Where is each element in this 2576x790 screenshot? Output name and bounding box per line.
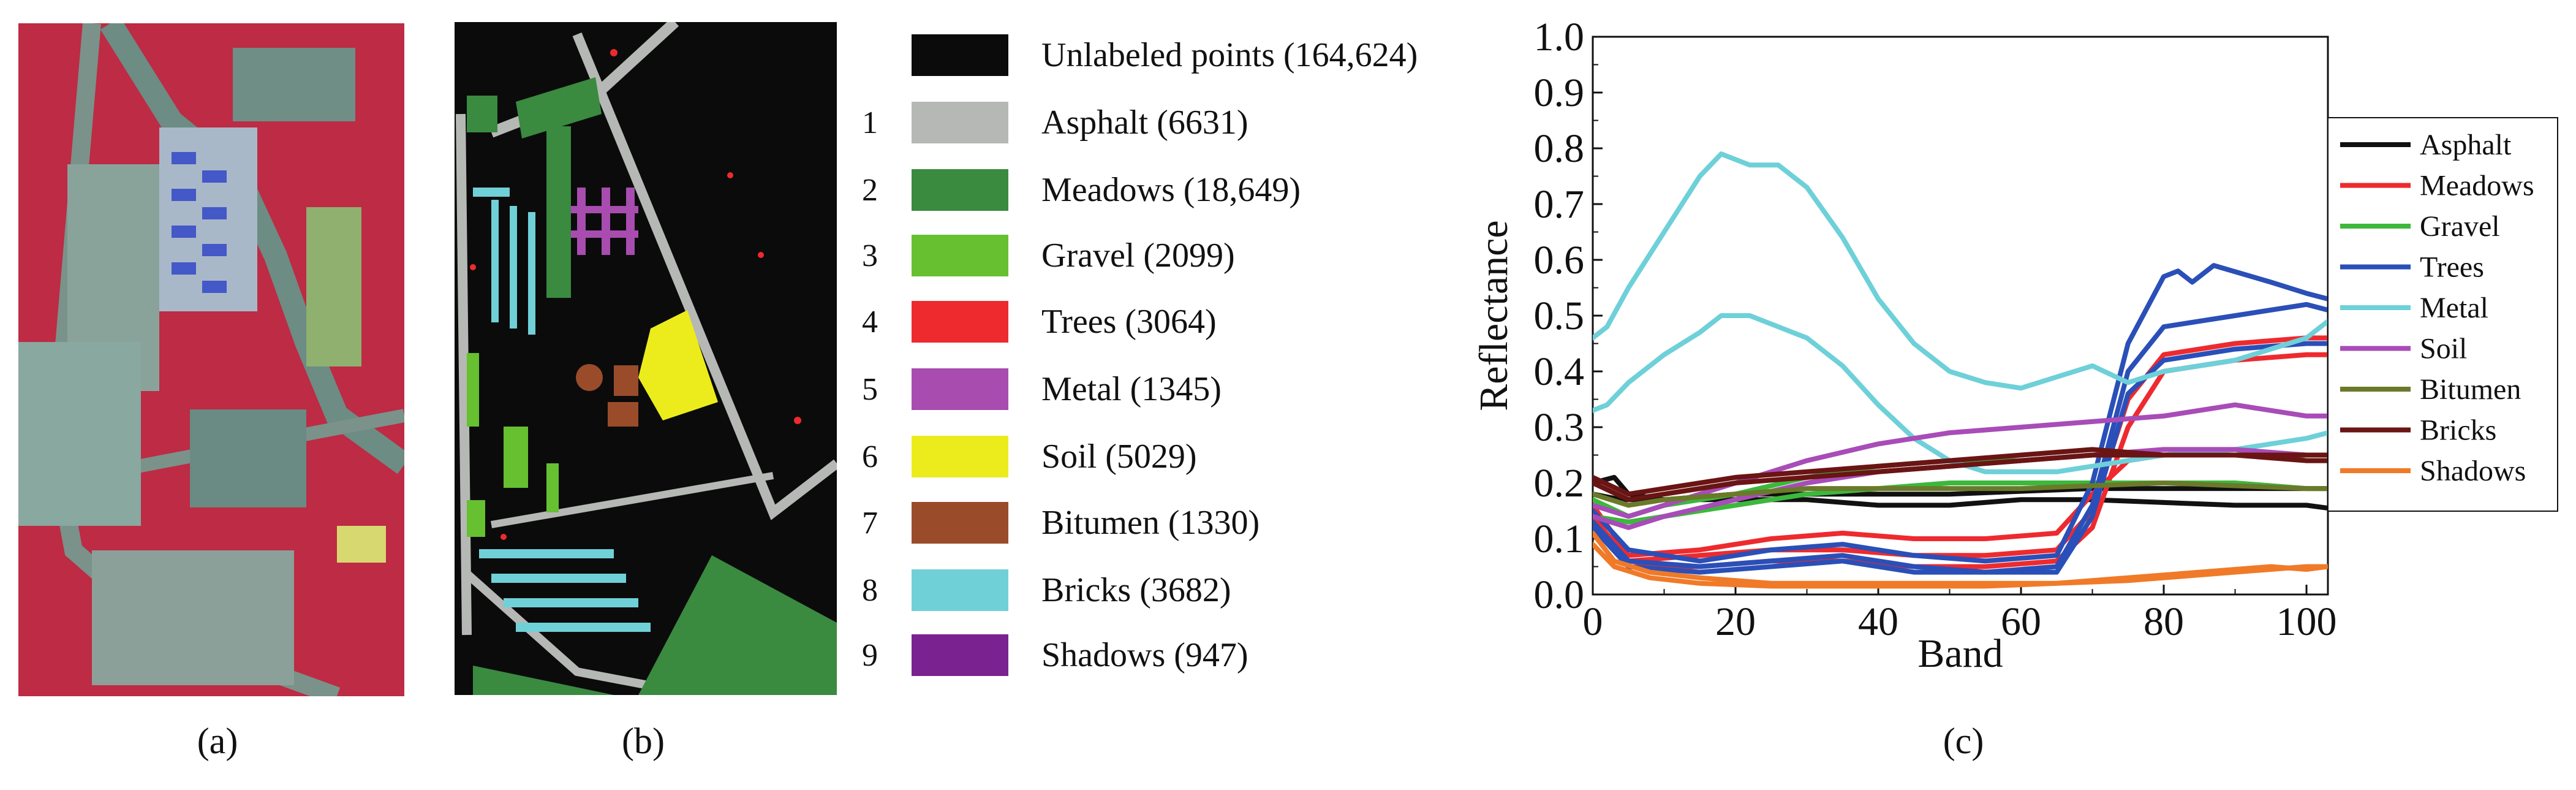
- y-tick-label: 0.1: [1534, 517, 1585, 561]
- y-tick-label: 1.0: [1534, 15, 1585, 59]
- series-line-metal: [1593, 313, 2328, 474]
- legend-color-swatch: [912, 169, 1008, 211]
- y-tick-label: 0.7: [1534, 182, 1585, 227]
- y-tick-label: 0.8: [1534, 126, 1585, 171]
- series-line-bricks: [1593, 452, 2328, 503]
- legend-row: 1 Asphalt (6631): [862, 95, 1464, 150]
- y-tick-label: 0.6: [1534, 238, 1585, 283]
- legend-class-label: Metal (1345): [1041, 370, 1222, 408]
- x-tick-label: 0: [1583, 599, 1603, 644]
- legend-class-number: 9: [862, 637, 878, 673]
- legend-color-swatch: [912, 569, 1008, 611]
- legend-row: 6 Soil (5029): [862, 429, 1464, 484]
- x-axis-label: Band: [1917, 631, 2003, 676]
- legend-row: 7 Bitumen (1330): [862, 495, 1464, 550]
- legend-class-label: Bitumen (1330): [1041, 504, 1260, 542]
- legend-class-number: 6: [862, 439, 878, 474]
- series-line-bitumen: [1593, 480, 2328, 508]
- y-axis-label: Reflectance: [1471, 220, 1516, 411]
- chart-legend-label: Metal: [2420, 292, 2488, 324]
- x-tick-label: 80: [2144, 599, 2184, 644]
- legend-class-number: 3: [862, 238, 878, 273]
- chart-legend-label: Asphalt: [2420, 129, 2512, 161]
- legend-color-swatch: [912, 102, 1008, 143]
- legend-row: 5 Metal (1345): [862, 362, 1464, 417]
- legend-color-swatch: [912, 34, 1008, 76]
- legend-row: 3 Gravel (2099): [862, 228, 1464, 283]
- x-tick-label: 100: [2276, 599, 2337, 644]
- y-tick-label: 0.0: [1534, 572, 1585, 617]
- caption-a: (a): [197, 721, 238, 761]
- legend-class-number: 8: [862, 572, 878, 608]
- legend-class-label: Shadows (947): [1041, 636, 1248, 674]
- ground-truth-map: [455, 22, 837, 695]
- legend-class-number: 2: [862, 172, 878, 208]
- legend-color-swatch: [912, 634, 1008, 676]
- y-tick-label: 0.4: [1534, 349, 1585, 394]
- spectral-chart: 0.0 0.1 0.2 0.3 0.4 0.5 0.6 0.7 0.8 0.9 1.0 0 20 40 60…: [1471, 15, 2558, 676]
- series-line-trees: [1593, 263, 2328, 564]
- series-line-soil: [1593, 402, 2328, 519]
- legend-class-number: 4: [862, 304, 878, 340]
- legend-row: 8 Bricks (3682): [862, 563, 1464, 618]
- legend-class-number: 1: [862, 105, 878, 140]
- legend-color-swatch: [912, 301, 1008, 343]
- legend-class-number: 7: [862, 505, 878, 541]
- legend-color-swatch: [912, 368, 1008, 410]
- series-group: [1593, 151, 2328, 589]
- x-tick-label: 20: [1715, 599, 1756, 644]
- legend-class-label: Soil (5029): [1041, 438, 1197, 476]
- series-line-trees: [1593, 341, 2328, 575]
- chart-legend-label: Trees: [2420, 251, 2484, 284]
- caption-c: (c): [1943, 721, 1984, 761]
- legend-class-label: Trees (3064): [1041, 303, 1217, 341]
- chart-legend-label: Meadows: [2420, 170, 2534, 202]
- chart-legend-label: Soil: [2420, 333, 2467, 365]
- y-tick-label: 0.3: [1534, 405, 1585, 450]
- legend-color-swatch: [912, 502, 1008, 544]
- series-line-trees: [1593, 302, 2328, 575]
- chart-legend-label: Shadows: [2420, 455, 2526, 487]
- legend-class-number: 5: [862, 371, 878, 407]
- series-line-shadows: [1593, 542, 2328, 589]
- legend-class-label: Gravel (2099): [1041, 237, 1235, 275]
- legend-row: 2 Meadows (18,649): [862, 162, 1464, 218]
- legend-class-label: Asphalt (6631): [1041, 104, 1248, 142]
- legend-row: 9 Shadows (947): [862, 628, 1464, 683]
- false-color-image: [18, 23, 404, 696]
- y-tick-label: 0.2: [1534, 461, 1585, 506]
- legend-class-label: Bricks (3682): [1041, 571, 1231, 609]
- chart-legend-label: Gravel: [2420, 210, 2500, 243]
- x-tick-label: 60: [2001, 599, 2041, 644]
- legend-row: 4 Trees (3064): [862, 294, 1464, 349]
- y-tick-label: 0.9: [1534, 70, 1585, 115]
- series-line-meadows: [1593, 335, 2328, 564]
- chart-legend-label: Bitumen: [2420, 373, 2521, 406]
- caption-b: (b): [622, 721, 665, 761]
- legend-color-swatch: [912, 436, 1008, 477]
- chart-legend-label: Bricks: [2420, 414, 2496, 447]
- series-line-shadows: [1593, 530, 2328, 586]
- legend-class-label: Meadows (18,649): [1041, 171, 1301, 209]
- legend-row: Unlabeled points (164,624): [864, 28, 1464, 83]
- legend-class-label: Unlabeled points (164,624): [1041, 36, 1418, 74]
- y-tick-label: 0.5: [1534, 294, 1585, 338]
- legend-color-swatch: [912, 235, 1008, 276]
- series-line-metal: [1593, 151, 2328, 391]
- x-tick-label: 40: [1858, 599, 1898, 644]
